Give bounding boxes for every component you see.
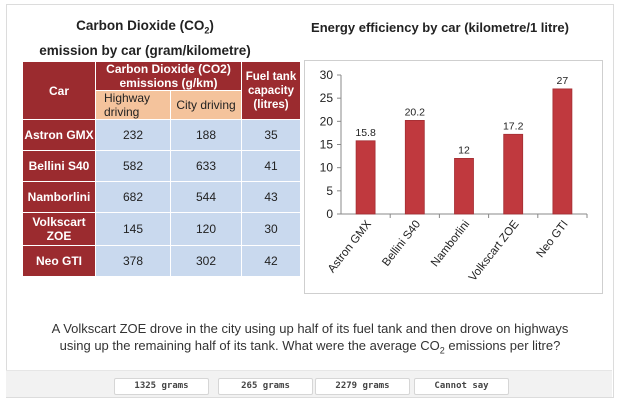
answer-option[interactable]: 2279 grams bbox=[315, 378, 410, 395]
table-title-subscript: 2 bbox=[204, 25, 210, 36]
header-car: Car bbox=[22, 61, 96, 120]
bar bbox=[503, 133, 524, 215]
header-co2-line2: emissions (g/km) bbox=[119, 76, 218, 90]
header-co2-line1: Carbon Dioxide (CO2) bbox=[106, 62, 231, 76]
answer-option[interactable]: 1325 grams bbox=[114, 378, 209, 395]
table-title-line1: Carbon Dioxide (CO bbox=[76, 18, 205, 33]
y-tick-label: 15 bbox=[320, 138, 334, 152]
chart-title: Energy efficiency by car (kilometre/1 li… bbox=[311, 20, 569, 35]
subheader-highway: Highway driving bbox=[95, 90, 171, 120]
cell-fuel: 43 bbox=[241, 181, 301, 213]
table-title-close: ) bbox=[209, 18, 214, 33]
bar bbox=[355, 140, 376, 215]
y-tick-label: 10 bbox=[320, 161, 334, 175]
y-tick-label: 20 bbox=[320, 114, 334, 128]
x-tick-label: Namborlini bbox=[429, 218, 472, 269]
cell-highway: 232 bbox=[95, 119, 171, 151]
question-line1: A Volkscart ZOE drove in the city using … bbox=[51, 321, 569, 336]
question-line2-end: emissions per litre? bbox=[444, 338, 561, 353]
bar bbox=[454, 158, 474, 215]
table-title: Carbon Dioxide (CO2) emission by car (gr… bbox=[30, 16, 260, 61]
row-car: Neo GTI bbox=[22, 245, 96, 277]
bar bbox=[552, 88, 573, 215]
x-tick-label: Astron GMX bbox=[326, 218, 374, 275]
cell-city: 120 bbox=[170, 212, 242, 246]
y-tick-label: 25 bbox=[320, 91, 334, 105]
answer-option[interactable]: Cannot say bbox=[414, 378, 509, 395]
cell-highway: 682 bbox=[95, 181, 171, 213]
row-car: Astron GMX bbox=[22, 119, 96, 151]
bar-value-label: 17.2 bbox=[503, 120, 524, 132]
bar-value-label: 15.8 bbox=[355, 127, 376, 139]
bar-value-label: 20.2 bbox=[405, 106, 426, 118]
header-co2: Carbon Dioxide (CO2) emissions (g/km) bbox=[95, 61, 242, 91]
row-car: Bellini S40 bbox=[22, 150, 96, 182]
bar-chart: 0 5 10 15 20 25 30 15.8 Astron GMX 20.2 Bellini S4… bbox=[320, 68, 588, 284]
co2-table: Car Carbon Dioxide (CO2) emissions (g/km… bbox=[22, 61, 301, 277]
chart-box: 0 5 10 15 20 25 30 15.8 Astron GMX 20.2 Bellini S4… bbox=[304, 60, 603, 294]
subheader-city: City driving bbox=[170, 90, 242, 120]
bar-value-label: 27 bbox=[557, 75, 569, 87]
question-text: A Volkscart ZOE drove in the city using … bbox=[20, 320, 600, 360]
cell-city: 633 bbox=[170, 150, 242, 182]
cell-fuel: 30 bbox=[241, 212, 301, 246]
cell-city: 302 bbox=[170, 245, 242, 277]
cell-fuel: 35 bbox=[241, 119, 301, 151]
x-tick-label: Neo GTI bbox=[535, 218, 571, 260]
cell-highway: 145 bbox=[95, 212, 171, 246]
table-title-line2: emission by car (gram/kilometre) bbox=[39, 42, 251, 58]
cell-fuel: 42 bbox=[241, 245, 301, 277]
cell-city: 544 bbox=[170, 181, 242, 213]
header-fuel: Fuel tank capacity (litres) bbox=[241, 61, 301, 120]
cell-highway: 378 bbox=[95, 245, 171, 277]
cell-highway: 582 bbox=[95, 150, 171, 182]
y-tick-label: 0 bbox=[326, 207, 333, 221]
row-car: Namborlini bbox=[22, 181, 96, 213]
y-tick-label: 5 bbox=[326, 184, 333, 198]
cell-fuel: 41 bbox=[241, 150, 301, 182]
answer-bar: 1325 grams 265 grams 2279 grams Cannot s… bbox=[6, 370, 612, 397]
cell-city: 188 bbox=[170, 119, 242, 151]
x-tick-label: Volkscart ZOE bbox=[467, 218, 522, 284]
answer-option[interactable]: 265 grams bbox=[218, 378, 313, 395]
question-line2: using up the remaining half of its tank.… bbox=[59, 338, 440, 353]
question-subscript: 2 bbox=[439, 345, 445, 356]
x-tick-label: Bellini S40 bbox=[380, 218, 423, 268]
y-tick-label: 30 bbox=[320, 68, 334, 82]
bar bbox=[404, 120, 425, 215]
row-car: Volkscart ZOE bbox=[22, 212, 96, 246]
bar-value-label: 12 bbox=[458, 144, 470, 156]
